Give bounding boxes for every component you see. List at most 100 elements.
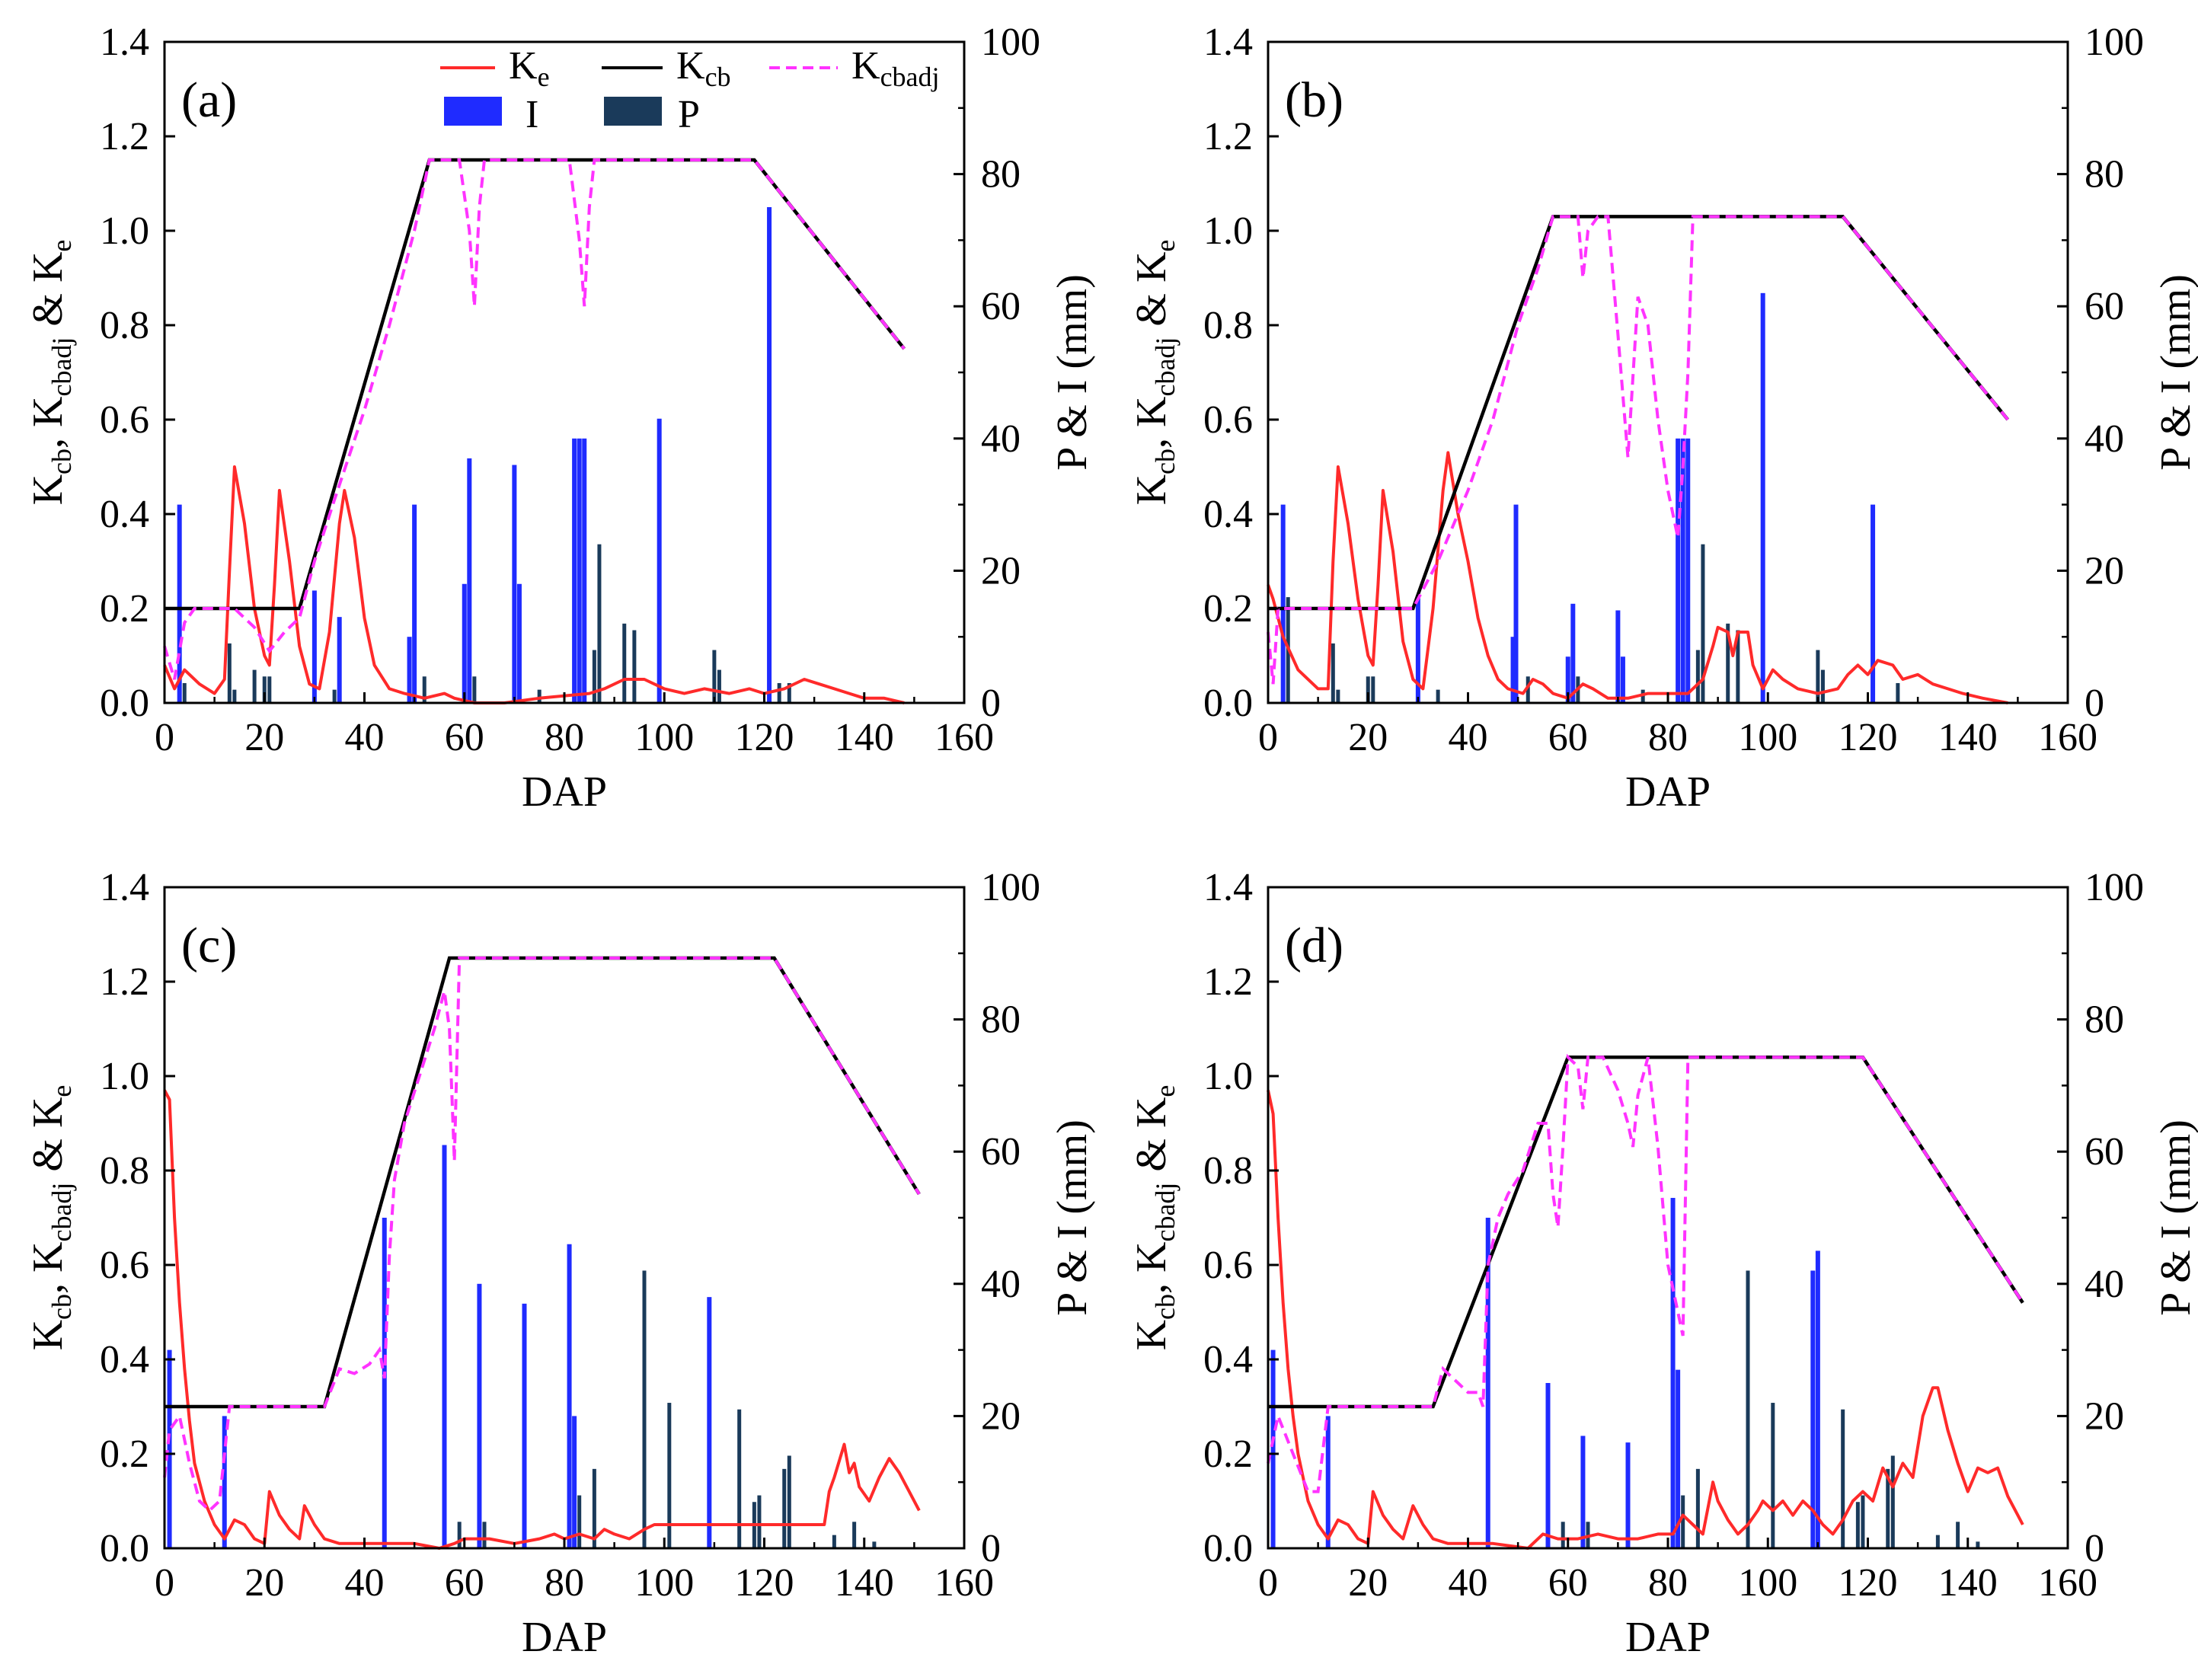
x-tick-label: 140 [835,1561,894,1605]
precipitation-bar [643,1270,647,1548]
irrigation-bar [467,458,471,703]
precipitation-bar [1896,683,1899,703]
x-tick-label: 80 [1648,716,1688,759]
y-right-axis-title: P & I (mm) [2152,274,2198,471]
y-left-tick-label: 1.4 [100,866,149,909]
y-right-tick-label: 0 [2085,1527,2104,1570]
precipitation-bar [1336,690,1340,703]
irrigation-bar [767,207,772,703]
precipitation-bar [1841,1410,1845,1548]
precipitation-bar [1561,1522,1565,1548]
y-right-tick-label: 20 [2085,549,2124,592]
y-left-title-subscript: cb [1150,449,1180,474]
precipitation-bar [1746,1270,1750,1548]
irrigation-bar [1570,604,1575,703]
y-left-axis-title: Kcb, Kcbadj & Ke [1128,1085,1180,1351]
y-right-tick-label: 40 [981,1263,1021,1306]
panel-a: 0 20 40 60 80 100 120 140 160 0.0 0.2 0.4 0.6 0.8 1.0 1… [24,21,1096,816]
y-left-title-text: K [1128,1320,1175,1350]
x-tick-label: 120 [1839,716,1898,759]
y-right-tick-label: 20 [2085,1394,2124,1438]
y-right-tick-label: 100 [2085,21,2144,64]
irrigation-bar [522,1304,527,1548]
precipitation-bar [1771,1403,1775,1548]
precipitation-bar [593,650,596,703]
precipitation-bar [632,631,636,703]
x-tick-label: 20 [1348,1561,1388,1605]
y-left-title-subscript: cb [46,1294,77,1320]
legend-kcbadj-label: Kcbadj [851,44,940,92]
y-right-axis-title: P & I (mm) [1049,1119,1096,1316]
y-left-title-subscript: cbadj [46,1183,77,1242]
kcbadj-series-line [165,958,919,1510]
y-right-tick-label: 80 [981,998,1021,1042]
y-left-title-text: & K [1128,1097,1175,1183]
precipitation-bar [1436,690,1440,703]
x-tick-label: 120 [735,1561,794,1605]
y-right-tick-label: 60 [2085,285,2124,328]
y-left-tick-label: 1.0 [1203,1055,1253,1098]
panel-label: (d) [1285,918,1343,973]
panel-label: (b) [1285,72,1343,128]
y-right-tick-label: 0 [2085,682,2104,725]
irrigation-bar [572,439,577,703]
x-tick-label: 100 [634,716,694,759]
x-tick-label: 20 [1348,716,1388,759]
x-tick-label: 20 [244,716,284,759]
x-tick-label: 100 [1738,716,1797,759]
precipitation-bar [852,1522,856,1548]
precipitation-bar [737,1410,741,1548]
y-left-tick-label: 0.2 [100,587,149,631]
precipitation-bar [717,670,721,703]
y-left-tick-label: 0.2 [1203,1432,1253,1476]
y-left-tick-label: 1.2 [100,115,149,158]
y-left-title-text: K [1128,474,1175,505]
y-right-axis-title: P & I (mm) [2152,1119,2198,1316]
x-tick-label: 0 [1258,1561,1278,1605]
y-left-tick-label: 0.4 [1203,493,1253,536]
panel-label: (c) [181,918,237,973]
precipitation-bar [1861,1496,1864,1548]
precipitation-bar [232,690,236,703]
bars [168,1145,877,1548]
y-left-tick-label: 1.0 [100,1055,149,1098]
y-left-tick-label: 1.4 [1203,21,1253,64]
y-left-title-text: , K [1128,1242,1175,1294]
precipitation-bar [1891,1455,1895,1548]
precipitation-bar [333,690,337,703]
irrigation-bar [1326,1416,1331,1548]
precipitation-bar [832,1535,836,1548]
x-tick-label: 40 [1449,1561,1488,1605]
legend-kcb-main: K [676,44,705,88]
precipitation-bar [577,1496,581,1548]
y-right-tick-label: 0 [981,1527,1001,1570]
precipitation-bar [267,676,271,703]
y-left-title-text: & K [24,1097,72,1183]
irrigation-bar [442,1145,447,1548]
y-left-tick-label: 0.6 [100,1244,149,1287]
y-left-tick-label: 0.4 [1203,1338,1253,1381]
y-left-tick-label: 0.4 [100,493,149,536]
precipitation-bar [1936,1535,1940,1548]
legend-kcb-sub: cb [705,62,731,92]
irrigation-bar [1761,293,1765,703]
y-left-title-text: , K [24,1242,72,1294]
irrigation-bar [1685,439,1690,703]
x-tick-label: 60 [445,1561,484,1605]
x-tick-label: 140 [835,716,894,759]
y-right-tick-label: 40 [2085,417,2124,461]
y-left-tick-label: 1.2 [1203,115,1253,158]
x-tick-label: 80 [1648,1561,1688,1605]
legend-kcbadj-sub: cbadj [880,62,940,92]
precipitation-bar [253,670,257,703]
y-left-axis-title: Kcb, Kcbadj & Ke [24,1085,77,1351]
x-tick-label: 120 [1839,1561,1898,1605]
y-left-axis-title: Kcb, Kcbadj & Ke [24,240,77,506]
irrigation-bar [1626,1442,1631,1548]
irrigation-bar [657,419,662,703]
y-left-tick-label: 0.6 [1203,1244,1253,1287]
x-tick-label: 60 [445,716,484,759]
y-left-tick-label: 0.0 [100,1527,149,1570]
